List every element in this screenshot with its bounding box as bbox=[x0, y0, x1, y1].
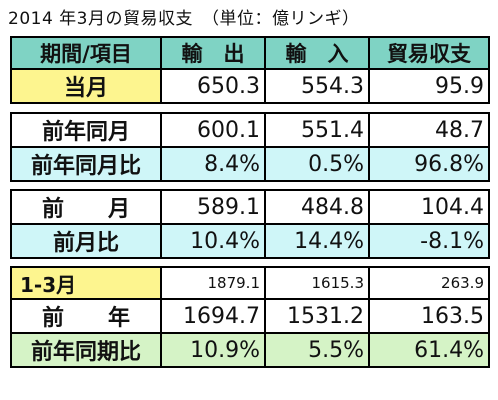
header-row: 期間/項目 輸 出 輸 入 貿易収支 bbox=[10, 36, 490, 70]
row-label: 前 月 bbox=[10, 189, 162, 225]
header-import: 輸 入 bbox=[264, 36, 370, 70]
balance-value: 104.4 bbox=[368, 189, 490, 225]
export-value: 8.4% bbox=[160, 146, 266, 182]
import-value: 554.3 bbox=[264, 68, 370, 104]
balance-value: 95.9 bbox=[368, 68, 490, 104]
balance-value: -8.1% bbox=[368, 223, 490, 259]
export-value: 589.1 bbox=[160, 189, 266, 225]
row-label: 前月比 bbox=[10, 223, 162, 259]
import-value: 551.4 bbox=[264, 112, 370, 148]
import-value: 5.5% bbox=[264, 332, 370, 368]
header-period: 期間/項目 bbox=[10, 36, 162, 70]
export-value: 1694.7 bbox=[160, 298, 266, 334]
table-row-current-month: 当月 650.3 554.3 95.9 bbox=[10, 68, 490, 104]
import-value: 484.8 bbox=[264, 189, 370, 225]
table-row-prev-year-month: 前年同月 600.1 551.4 48.7 bbox=[10, 112, 490, 148]
import-value: 1531.2 bbox=[264, 298, 370, 334]
row-label: 前年同月比 bbox=[10, 146, 162, 182]
row-label: 前年同期比 bbox=[10, 332, 162, 368]
table-row-prev-month: 前 月 589.1 484.8 104.4 bbox=[10, 189, 490, 225]
table-header-current: 期間/項目 輸 出 輸 入 貿易収支 当月 650.3 554.3 95.9 bbox=[10, 36, 490, 104]
balance-value: 96.8% bbox=[368, 146, 490, 182]
import-value: 1615.3 bbox=[264, 266, 370, 300]
row-label: 当月 bbox=[10, 68, 162, 104]
export-value: 650.3 bbox=[160, 68, 266, 104]
row-label: 前年同月 bbox=[10, 112, 162, 148]
table-row-ytd: 1-3月 1879.1 1615.3 263.9 bbox=[10, 266, 490, 300]
balance-value: 163.5 bbox=[368, 298, 490, 334]
table-prev-month: 前 月 589.1 484.8 104.4 前月比 10.4% 14.4% -8… bbox=[10, 189, 490, 259]
header-balance: 貿易収支 bbox=[368, 36, 490, 70]
export-value: 10.9% bbox=[160, 332, 266, 368]
export-value: 10.4% bbox=[160, 223, 266, 259]
table-row-mom-ratio: 前月比 10.4% 14.4% -8.1% bbox=[10, 223, 490, 259]
table-row-yoy-ratio: 前年同月比 8.4% 0.5% 96.8% bbox=[10, 146, 490, 182]
balance-value: 48.7 bbox=[368, 112, 490, 148]
table-prev-year-month: 前年同月 600.1 551.4 48.7 前年同月比 8.4% 0.5% 96… bbox=[10, 112, 490, 182]
balance-value: 61.4% bbox=[368, 332, 490, 368]
table-year-to-date: 1-3月 1879.1 1615.3 263.9 前 年 1694.7 1531… bbox=[10, 266, 490, 368]
import-value: 14.4% bbox=[264, 223, 370, 259]
table-row-prev-year: 前 年 1694.7 1531.2 163.5 bbox=[10, 298, 490, 334]
row-label: 1-3月 bbox=[10, 266, 162, 300]
export-value: 600.1 bbox=[160, 112, 266, 148]
export-value: 1879.1 bbox=[160, 266, 266, 300]
row-label: 前 年 bbox=[10, 298, 162, 334]
import-value: 0.5% bbox=[264, 146, 370, 182]
balance-value: 263.9 bbox=[368, 266, 490, 300]
header-export: 輸 出 bbox=[160, 36, 266, 70]
document-title: 2014 年3月の貿易収支 （単位：億リンギ） bbox=[8, 9, 360, 29]
table-row-ytd-ratio: 前年同期比 10.9% 5.5% 61.4% bbox=[10, 332, 490, 368]
